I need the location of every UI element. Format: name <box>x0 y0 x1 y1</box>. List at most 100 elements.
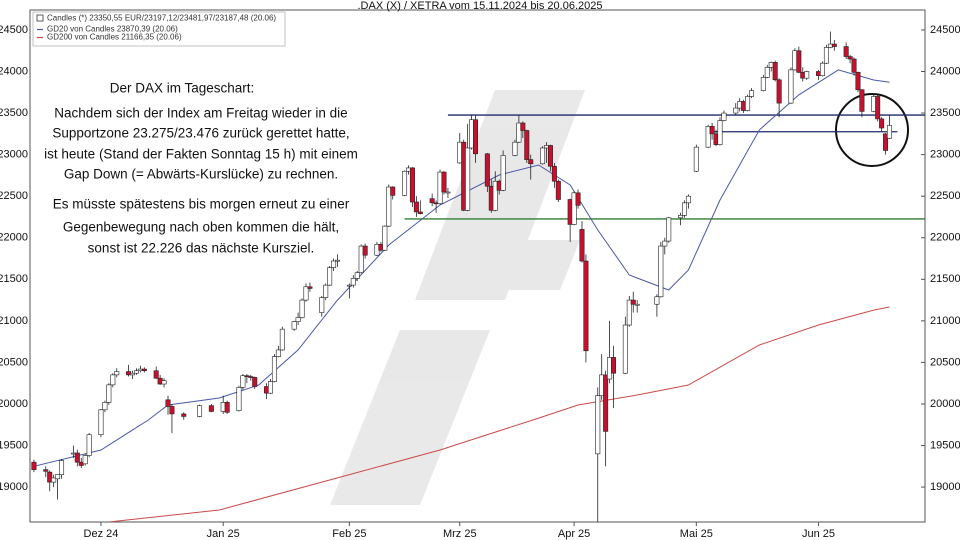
candle-body <box>520 122 526 131</box>
candle-body <box>382 225 388 251</box>
candle-body <box>547 145 553 167</box>
candle-body <box>275 349 281 357</box>
y-tick-label: 24000 <box>0 65 28 77</box>
candle-body <box>319 297 325 313</box>
candle-body <box>197 405 203 417</box>
candle-body <box>709 126 715 135</box>
annotation-text: Der DAX im Tageschart: <box>110 81 255 96</box>
y-tick-label: 22500 <box>0 190 28 202</box>
candle-body <box>788 69 794 104</box>
candle-body <box>654 296 660 305</box>
candle-body <box>796 50 802 73</box>
x-tick-label: Feb 25 <box>332 528 366 540</box>
x-tick-label: Dez 24 <box>84 528 119 540</box>
y2-tick-label: 21500 <box>930 273 960 285</box>
candle-body <box>51 477 57 483</box>
annotation-text: Gegenbewegung nach oben kommen die hält, <box>63 220 339 235</box>
y-tick-label: 21000 <box>0 315 28 327</box>
candle-body <box>512 141 518 156</box>
y2-tick-label: 24500 <box>930 24 960 36</box>
candle-body <box>721 112 727 121</box>
candle-body <box>630 299 636 305</box>
candle-body <box>879 118 885 129</box>
candle-body <box>331 260 337 268</box>
candle-body <box>516 122 522 143</box>
watermark-shape <box>330 330 490 505</box>
candle-body <box>303 286 309 301</box>
candle-body <box>102 402 108 411</box>
candle-body <box>59 460 65 475</box>
x-tick-label: Mrz 25 <box>443 528 477 540</box>
legend: Candles (*) 23350,55 EUR/23197,12/23481,… <box>32 11 286 47</box>
watermark-shape <box>420 240 580 290</box>
candle-body <box>86 434 92 456</box>
candle-body <box>335 259 341 262</box>
candle-body <box>31 461 37 470</box>
candle-body <box>82 455 88 465</box>
candle-body <box>705 126 711 148</box>
y-tick-label: 24500 <box>0 24 28 36</box>
plot-frame <box>29 9 926 523</box>
candle-body <box>165 399 171 407</box>
x-tick-label: Apr 25 <box>558 528 590 540</box>
watermark <box>330 90 585 505</box>
candle-body <box>358 245 364 273</box>
annotation-text: Es müsste spätestens bis morgen erneut z… <box>53 197 350 212</box>
candle-body <box>749 90 755 97</box>
candle-body <box>130 372 136 376</box>
candle-body <box>43 469 49 472</box>
annotation-text: Nachdem sich der Index am Freitag wieder… <box>54 106 347 121</box>
candle-body <box>843 46 849 57</box>
candle-body <box>847 56 853 60</box>
candle-body <box>141 368 147 372</box>
candle-body <box>859 89 865 112</box>
candle-body <box>299 299 305 318</box>
candle-body <box>595 395 601 455</box>
candle-body <box>571 192 577 225</box>
candle-body <box>685 195 691 204</box>
y2-tick-label: 20000 <box>930 398 960 410</box>
candle-body <box>279 328 285 351</box>
candle-body <box>271 356 277 382</box>
candle-body <box>611 357 617 374</box>
y-tick-label: 19000 <box>0 481 28 493</box>
y-tick-label: 23500 <box>0 107 28 119</box>
candle-body <box>402 170 408 196</box>
annotation-text: sonst ist 22.226 das nächste Kursziel. <box>88 241 315 256</box>
candle-body <box>224 402 230 413</box>
y2-tick-label: 23500 <box>930 107 960 119</box>
candle-body <box>327 267 333 286</box>
candle-body <box>248 376 254 378</box>
candle-body <box>555 180 561 200</box>
candle-body <box>133 370 139 374</box>
candle-body <box>658 245 664 298</box>
annotation-text: ist heute (Stand der Fakten Sonntag 15 h… <box>44 147 358 162</box>
candle-body <box>540 147 546 165</box>
candle-body <box>776 79 782 104</box>
candle-body <box>350 278 356 286</box>
y-tick-label: 20000 <box>0 398 28 410</box>
candle-body <box>500 155 506 191</box>
candle-body <box>484 153 490 187</box>
candle-body <box>717 120 723 145</box>
candle-body <box>662 240 668 247</box>
legend-entry: GD200 von Candles 21166,35 (20.06) <box>47 33 182 42</box>
legend-box <box>32 11 286 47</box>
y2-tick-label: 19000 <box>930 481 960 493</box>
candle-body <box>831 43 837 47</box>
candle-body <box>575 192 581 206</box>
highlight-circle <box>835 93 909 167</box>
y2-tick-label: 24000 <box>930 65 960 77</box>
candle-body <box>579 229 585 262</box>
candle-body <box>492 180 498 211</box>
candle-body <box>760 77 766 91</box>
candle-body <box>681 202 687 216</box>
candle-body <box>74 452 80 463</box>
candle-body <box>413 201 419 213</box>
candle-body <box>252 377 258 387</box>
candle-body <box>551 165 557 182</box>
y2-tick-label: 22500 <box>930 190 960 202</box>
candle-body <box>354 272 360 279</box>
